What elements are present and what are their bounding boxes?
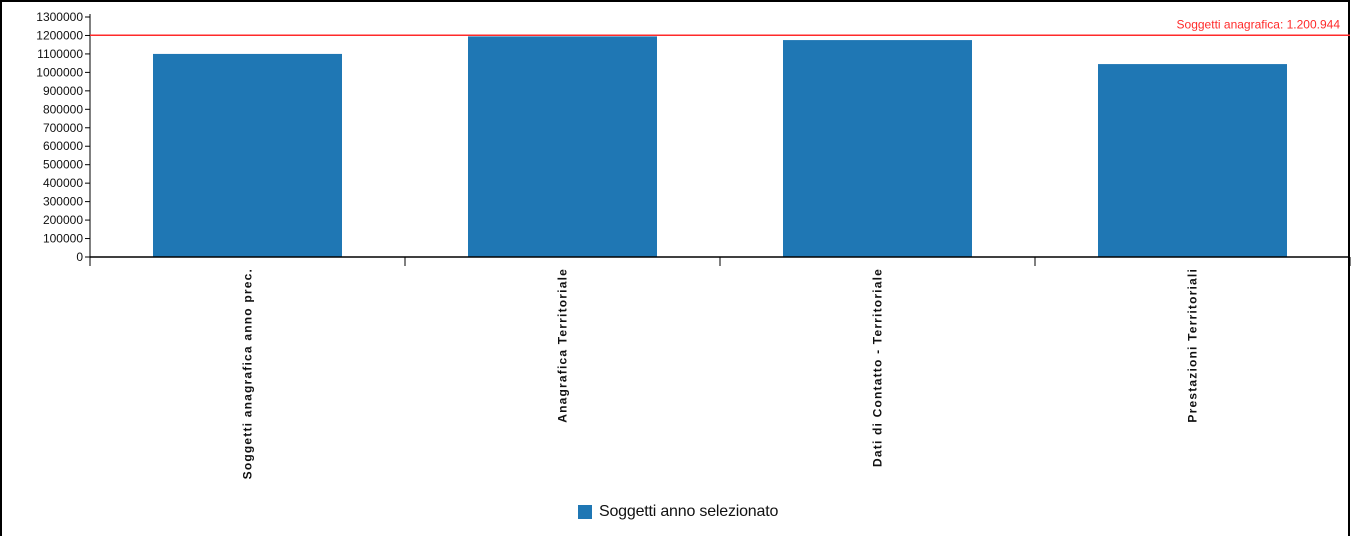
x-axis: Soggetti anagrafica anno prec. Anagrafica… bbox=[89, 256, 1351, 479]
x-category-label: Soggetti anagrafica anno prec. bbox=[241, 268, 255, 479]
y-tick-label: 700000 bbox=[43, 121, 83, 135]
bar bbox=[153, 53, 342, 257]
y-tick-label: 1300000 bbox=[36, 10, 83, 24]
bar bbox=[1098, 64, 1287, 257]
bars bbox=[153, 36, 1287, 258]
legend-swatch bbox=[578, 505, 592, 519]
bar bbox=[468, 36, 657, 258]
bar bbox=[783, 40, 972, 258]
y-axis: 0 100000 200000 300000 400000 500000 600000 700… bbox=[36, 10, 91, 264]
legend-label: Soggetti anno selezionato bbox=[599, 503, 779, 520]
y-tick-label: 400000 bbox=[43, 176, 83, 190]
y-tick-label: 900000 bbox=[43, 84, 83, 98]
x-category-label: Prestazioni Territoriali bbox=[1186, 268, 1200, 423]
y-tick-label: 500000 bbox=[43, 158, 83, 172]
legend: Soggetti anno selezionato bbox=[578, 502, 778, 522]
y-tick-label: 200000 bbox=[43, 213, 83, 227]
y-tick-label: 1200000 bbox=[36, 28, 83, 42]
y-tick-label: 300000 bbox=[43, 195, 83, 209]
reference-line-group: Soggetti anagrafica: 1.200.944 bbox=[90, 17, 1350, 37]
y-tick-label: 1100000 bbox=[37, 47, 83, 61]
x-category-label: Anagrafica Territoriale bbox=[556, 268, 570, 423]
y-tick-label: 800000 bbox=[43, 102, 83, 116]
y-tick-label: 100000 bbox=[43, 232, 83, 246]
y-tick-label: 1000000 bbox=[36, 65, 83, 79]
reference-line-label: Soggetti anagrafica: 1.200.944 bbox=[1177, 17, 1341, 31]
x-category-label: Dati di Contatto - Territoriale bbox=[871, 268, 885, 467]
y-tick-label: 600000 bbox=[43, 139, 83, 153]
y-tick-label: 0 bbox=[76, 250, 83, 264]
